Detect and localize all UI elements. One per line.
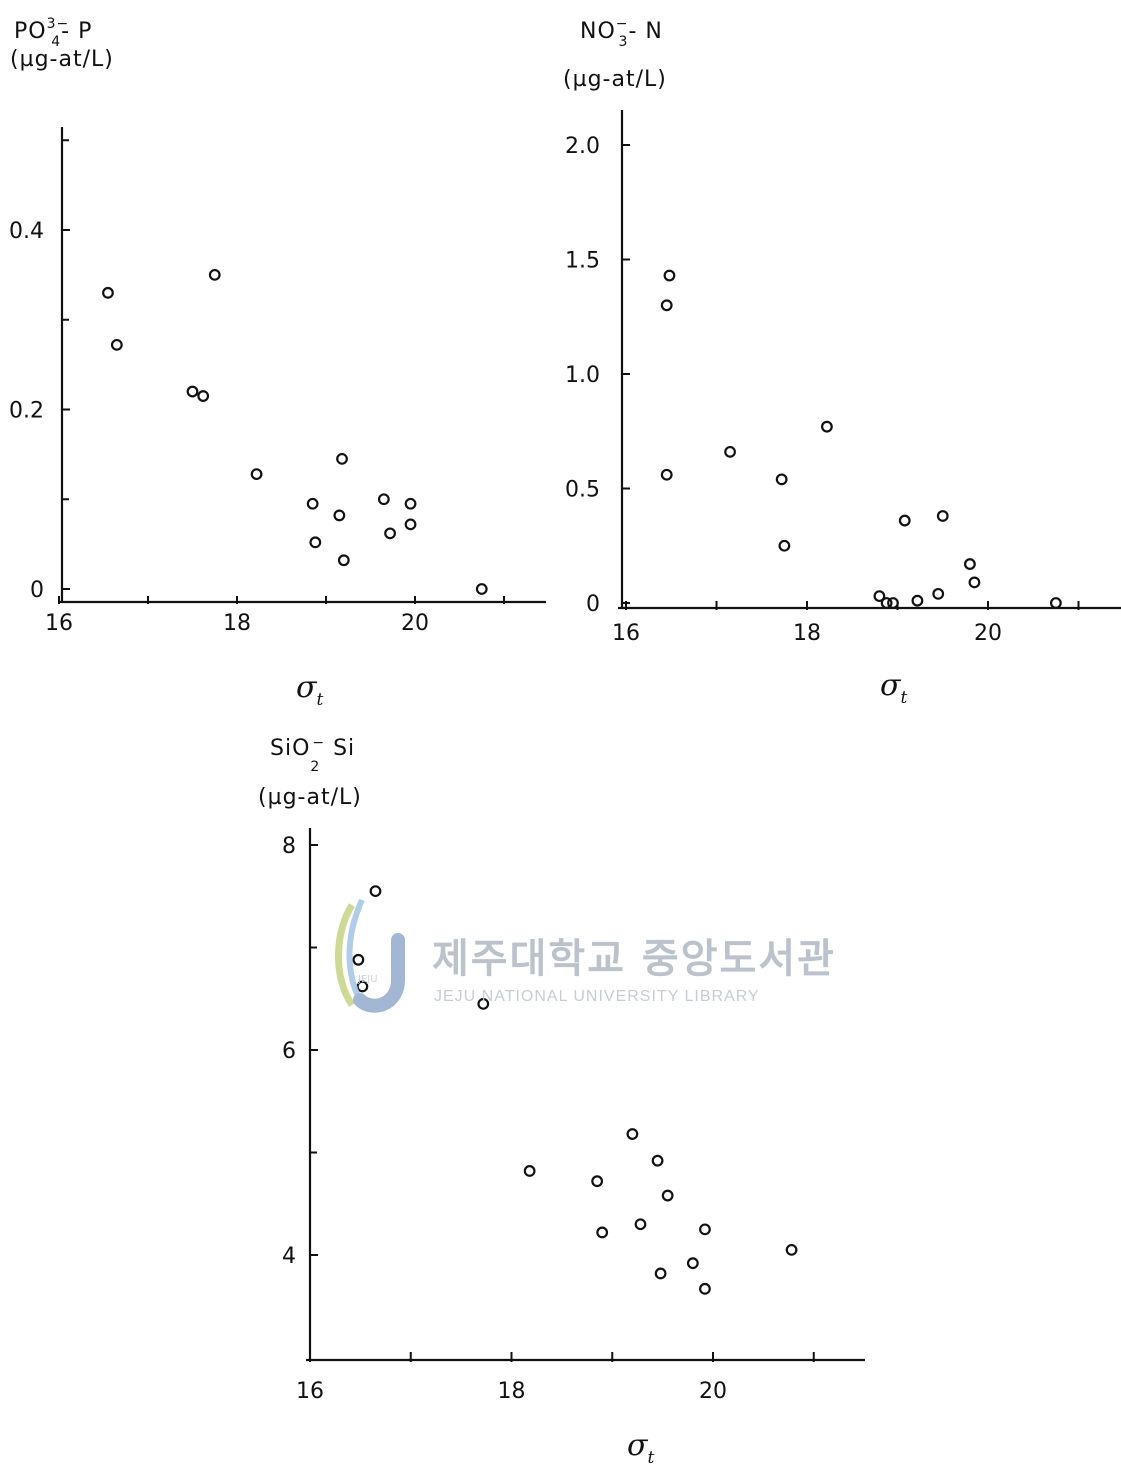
x-tick-label: 20 (699, 1379, 727, 1404)
data-point (653, 1156, 663, 1166)
data-point (406, 499, 416, 509)
x-axis-title: σt (880, 668, 907, 708)
x-tick-label: 16 (45, 611, 73, 636)
x-axis-title: σt (627, 1428, 654, 1466)
data-point (354, 955, 364, 965)
data-point (965, 559, 975, 569)
data-point (888, 598, 898, 608)
data-point (628, 1129, 638, 1139)
data-point (787, 1245, 797, 1255)
data-point (938, 511, 948, 521)
data-point (103, 288, 113, 298)
y-tick-label: 1.5 (565, 249, 600, 274)
data-point (688, 1258, 698, 1268)
y-tick-label: 4 (282, 1244, 296, 1269)
data-point (385, 529, 395, 539)
y-tick-label: 0.2 (9, 399, 44, 424)
data-point (188, 387, 198, 397)
y-tick-label: 1.0 (565, 363, 600, 388)
watermark-korean-text: 제주대학교 중앙도서관 (432, 936, 836, 982)
y-axis-title: PO3− 4- P (14, 16, 92, 50)
x-tick-label: 18 (498, 1379, 526, 1404)
x-axis-title: σt (296, 670, 323, 710)
data-point (337, 454, 347, 464)
data-point (913, 596, 923, 606)
data-point (822, 422, 832, 432)
x-tick-label: 20 (974, 621, 1002, 646)
data-point (252, 469, 262, 479)
x-tick-label: 16 (612, 621, 640, 646)
data-point (311, 538, 321, 548)
data-point (777, 475, 787, 485)
data-point (198, 391, 208, 401)
watermark-english-text: JEJU NATIONAL UNIVERSITY LIBRARY (434, 988, 760, 1005)
data-point (335, 511, 345, 521)
y-axis-unit: (µg-at/L) (258, 785, 362, 810)
y-tick-label: 0.5 (565, 478, 600, 503)
x-tick-label: 16 (296, 1379, 324, 1404)
data-point (371, 886, 381, 896)
data-point (663, 1191, 673, 1201)
data-point (339, 555, 349, 565)
y-tick-label: 0.4 (9, 219, 44, 244)
y-tick-label: 2.0 (565, 134, 600, 159)
y-axis-title: SiO2− Si (270, 735, 355, 775)
logo-text: JEJU (357, 974, 378, 985)
data-point (665, 271, 675, 281)
data-point (900, 516, 910, 526)
data-point (525, 1166, 535, 1176)
data-point (308, 499, 318, 509)
library-watermark: JEJU 제주대학교 중앙도서관 JEJU NATIONAL UNIVERSIT… (338, 900, 835, 1008)
y-tick-label: 0 (30, 578, 44, 603)
data-point (406, 520, 416, 530)
y-tick-label: 6 (282, 1039, 296, 1064)
data-point (970, 578, 980, 588)
data-point (780, 541, 790, 551)
data-point (725, 447, 735, 457)
data-point (933, 589, 943, 599)
data-point (662, 470, 672, 480)
data-point (1051, 598, 1061, 608)
y-tick-label: 0 (586, 592, 600, 617)
data-point (597, 1228, 607, 1238)
data-point (112, 340, 122, 350)
y-axis-unit: (µg-at/L) (563, 67, 667, 92)
x-tick-label: 18 (223, 611, 251, 636)
x-tick-label: 18 (793, 621, 821, 646)
nitrate-scatter-chart: NO− 3- N (µg-at/L) σt 16 18 20 0 0.5 1.0 1.5 2.0 (563, 16, 1121, 708)
phosphate-scatter-chart: PO3− 4- P (µg-at/L) σt 16 18 20 0 0.2 0.4 (9, 16, 546, 710)
data-point (379, 494, 389, 504)
x-tick-label: 20 (401, 611, 429, 636)
data-point (477, 584, 487, 594)
library-logo: JEJU (338, 900, 398, 1008)
data-point (662, 301, 672, 311)
y-axis-unit: (µg-at/L) (10, 47, 114, 72)
y-axis-title: NO− 3- N (580, 16, 663, 50)
silicate-scatter-chart: SiO2− Si (µg-at/L) σt 16 18 20 4 6 8 (258, 735, 865, 1466)
data-point (210, 270, 220, 280)
data-point (700, 1284, 710, 1294)
data-point (636, 1219, 646, 1229)
data-point (592, 1176, 602, 1186)
data-point (656, 1269, 666, 1279)
y-tick-label: 8 (282, 834, 296, 859)
data-point (700, 1225, 710, 1235)
